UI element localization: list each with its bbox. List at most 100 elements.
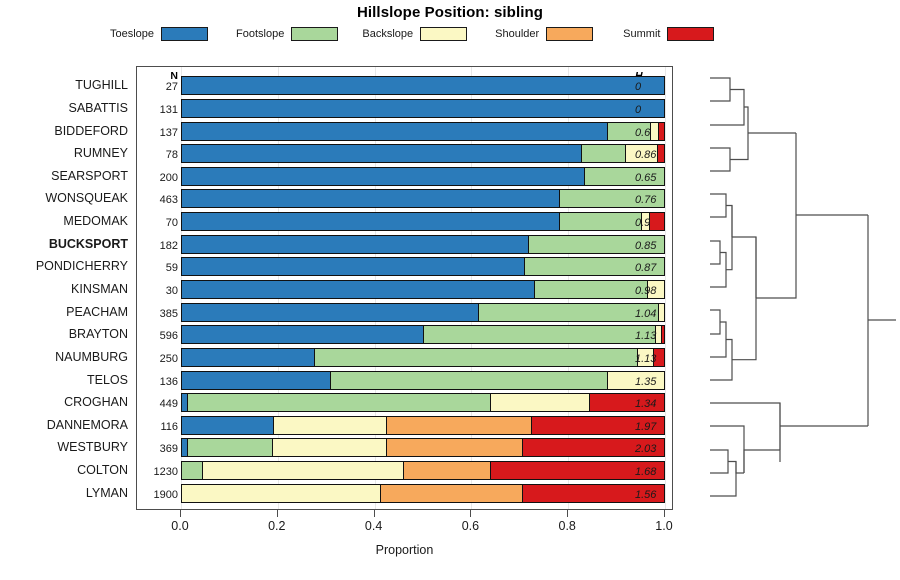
table-row: 116 1.97 xyxy=(137,415,672,437)
bar-segment-backslope xyxy=(201,462,404,480)
y-axis-label-colton: COLTON xyxy=(77,463,128,478)
legend-swatch xyxy=(291,27,339,41)
row-count-n: 1230 xyxy=(153,466,178,479)
stacked-bar xyxy=(181,325,665,345)
table-row: 70 0.9 xyxy=(137,211,672,233)
table-row: 30 0.98 xyxy=(137,279,672,301)
row-count-n: 137 xyxy=(159,126,178,139)
legend-item-toeslope: Toeslope xyxy=(110,27,209,41)
y-axis-labels: TUGHILL SABATTIS BIDDEFORD RUMNEY SEARSPORT W… xyxy=(0,66,132,510)
legend-label: Summit xyxy=(623,28,661,40)
row-entropy-h: 0.76 xyxy=(635,194,657,207)
row-entropy-h: 0 xyxy=(635,81,642,94)
x-axis-tick-label: 0.8 xyxy=(558,519,576,533)
row-count-n: 27 xyxy=(165,81,178,94)
bar-segment-toeslope xyxy=(182,348,315,366)
y-axis-label-peacham: PEACHAM xyxy=(66,304,128,319)
bar-segment-backslope xyxy=(606,371,664,389)
bar-segment-footslope xyxy=(422,326,656,344)
stacked-bar xyxy=(181,461,665,481)
row-entropy-h: 0.65 xyxy=(635,171,657,184)
bar-segment-backslope xyxy=(650,122,659,140)
bar-segment-backslope xyxy=(641,213,650,231)
bar-segment-toeslope xyxy=(182,258,525,276)
bar-segment-footslope xyxy=(182,462,202,480)
legend-swatch xyxy=(420,27,468,41)
row-entropy-h: 0 xyxy=(635,103,642,116)
y-axis-label-telos: TELOS xyxy=(87,372,128,387)
bar-segment-footslope xyxy=(524,258,664,276)
row-count-n: 369 xyxy=(159,443,178,456)
x-axis-tick-label: 1.0 xyxy=(655,519,673,533)
y-axis-label-wonsqueak: WONSQUEAK xyxy=(45,191,128,206)
y-axis-label-sabattis: SABATTIS xyxy=(68,100,128,115)
row-count-n: 131 xyxy=(159,103,178,116)
bar-segment-toeslope xyxy=(182,213,559,231)
row-entropy-h: 1.97 xyxy=(635,420,657,433)
bar-segment-toeslope xyxy=(182,77,664,95)
x-axis-title: Proportion xyxy=(375,543,434,557)
y-axis-label-tughill: TUGHILL xyxy=(75,78,128,93)
table-row: 250 1.13 xyxy=(137,347,672,369)
table-row: 385 1.04 xyxy=(137,302,672,324)
bar-segment-toeslope xyxy=(182,416,273,434)
y-axis-label-rumney: RUMNEY xyxy=(73,146,128,161)
bar-segment-toeslope xyxy=(182,235,529,253)
bar-segment-footslope xyxy=(314,348,638,366)
table-row: 369 2.03 xyxy=(137,437,672,459)
bar-segment-backslope xyxy=(655,326,661,344)
bar-segment-footslope xyxy=(528,235,664,253)
bar-segment-toeslope xyxy=(182,122,608,140)
row-entropy-h: 1.13 xyxy=(635,352,657,365)
bar-segment-toeslope xyxy=(182,145,581,163)
table-row: 1230 1.68 xyxy=(137,460,672,482)
row-entropy-h: 1.34 xyxy=(635,398,657,411)
page-title: Hillslope Position: sibling xyxy=(356,4,544,21)
stacked-bar xyxy=(181,144,665,164)
legend-item-footslope: Footslope xyxy=(236,27,339,41)
table-row: 59 0.87 xyxy=(137,256,672,278)
bar-segment-backslope xyxy=(273,416,386,434)
row-count-n: 449 xyxy=(159,398,178,411)
table-row: 136 1.35 xyxy=(137,370,672,392)
row-entropy-h: 1.13 xyxy=(635,330,657,343)
y-axis-label-searsport: SEARSPORT xyxy=(51,168,128,183)
row-entropy-h: 0.6 xyxy=(635,126,651,139)
bar-segment-summit xyxy=(660,326,664,344)
row-entropy-h: 0.9 xyxy=(635,217,651,230)
x-axis-tick xyxy=(664,510,665,517)
legend-label: Footslope xyxy=(236,28,285,40)
table-row: 78 0.86 xyxy=(137,143,672,165)
bar-segment-toeslope xyxy=(182,326,423,344)
row-count-n: 250 xyxy=(159,352,178,365)
legend-label: Shoulder xyxy=(495,28,540,40)
bar-segment-footslope xyxy=(187,394,490,412)
bar-segment-summit xyxy=(531,416,664,434)
bar-segment-toeslope xyxy=(182,371,331,389)
x-axis-tick-label: 0.2 xyxy=(268,519,286,533)
x-axis-tick xyxy=(470,510,472,517)
row-entropy-h: 1.68 xyxy=(635,466,657,479)
y-axis-label-pondicherry: PONDICHERRY xyxy=(35,259,128,274)
bar-segment-footslope xyxy=(559,190,664,208)
stacked-bar xyxy=(181,302,665,322)
bar-segment-backslope xyxy=(646,281,664,298)
x-axis-tick-label: 0.4 xyxy=(364,519,383,533)
bar-segment-footslope xyxy=(583,167,664,185)
stacked-bar xyxy=(181,234,665,254)
row-count-n: 200 xyxy=(159,171,178,184)
stacked-bar xyxy=(181,257,665,277)
y-axis-label-westbury: WESTBURY xyxy=(57,440,128,455)
stacked-bar xyxy=(181,415,665,435)
bar-segment-backslope xyxy=(657,303,664,321)
x-axis: Proportion 0.0 0.2 0.4 0.6 0.8 1.0 xyxy=(136,510,673,570)
stacked-bar xyxy=(181,438,665,458)
row-count-n: 182 xyxy=(159,239,178,252)
y-axis-label-lyman: LYMAN xyxy=(85,485,128,500)
row-count-n: 136 xyxy=(159,375,178,388)
row-entropy-h: 1.04 xyxy=(635,307,657,320)
stacked-bar xyxy=(181,212,665,232)
row-count-n: 385 xyxy=(159,307,178,320)
stacked-bar xyxy=(181,121,665,141)
bar-segment-summit xyxy=(656,145,664,163)
